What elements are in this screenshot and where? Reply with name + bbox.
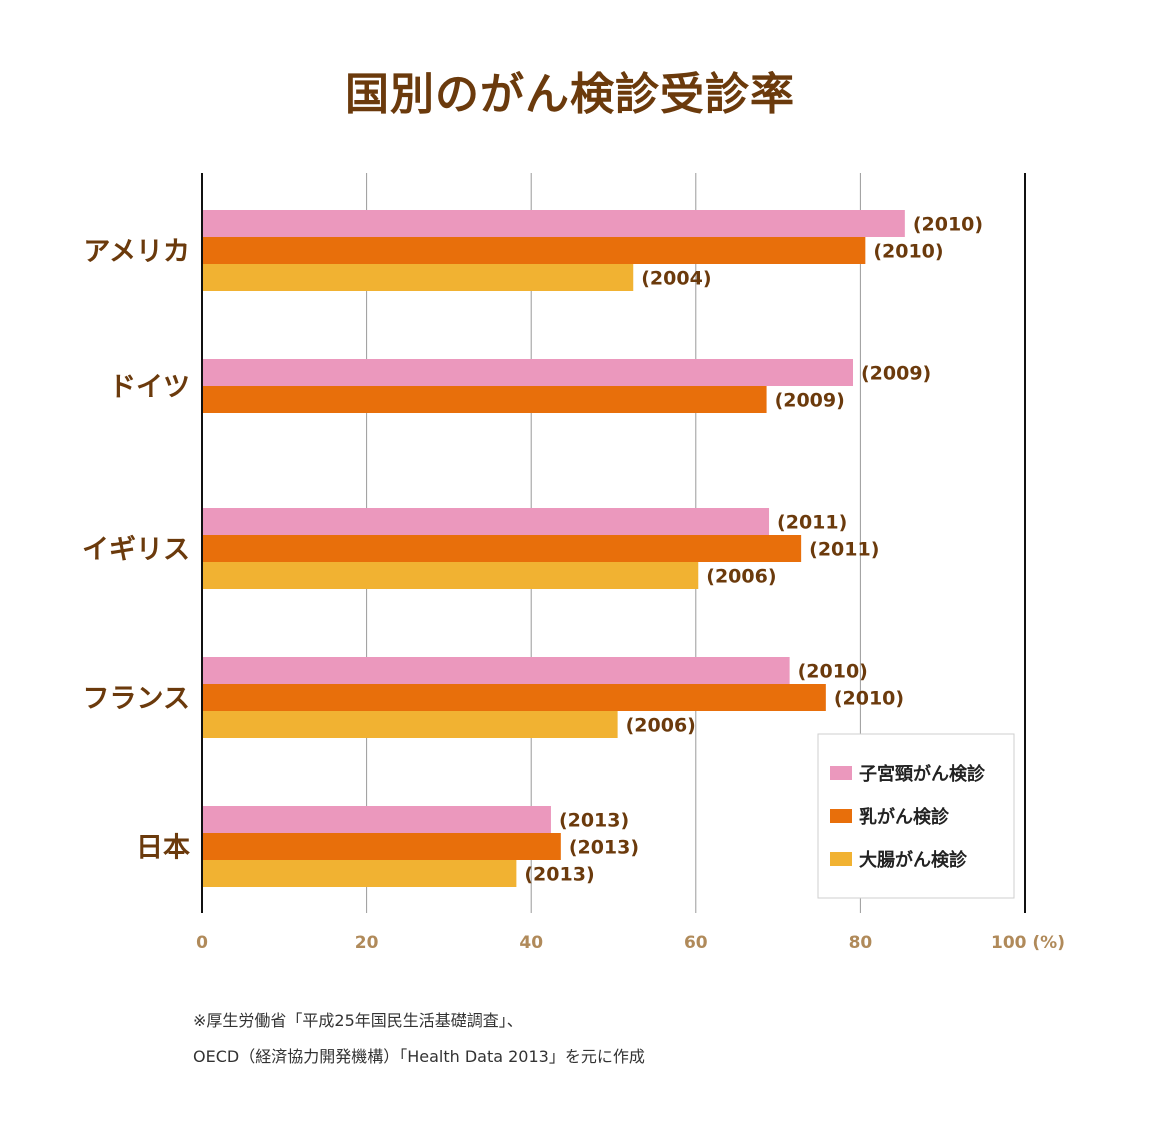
x-tick-label: 40 — [519, 933, 543, 953]
bar-3-1 — [202, 684, 826, 711]
x-tick-label: 60 — [684, 933, 708, 953]
category-label: フランス — [83, 684, 190, 715]
bar-1-1 — [202, 386, 767, 413]
bar-value-label: (2011) — [809, 539, 879, 561]
category-label: ドイツ — [109, 372, 190, 403]
x-tick-label: 0 — [196, 933, 208, 953]
bar-value-label: (2013) — [524, 864, 594, 886]
bar-4-2 — [202, 860, 517, 887]
bar-value-label: (2010) — [798, 661, 868, 683]
axes: 0 20 40 60 80 100 (%) — [196, 173, 1065, 953]
legend-label: 乳がん検診 — [859, 806, 950, 828]
legend-label: 大腸がん検診 — [859, 849, 968, 871]
x-tick-label: 20 — [355, 933, 379, 953]
bar-value-label: (2009) — [861, 363, 931, 385]
source-note-line-1: ※厚生労働省「平成25年国民生活基礎調査」、 — [193, 1011, 523, 1030]
legend-swatch — [830, 852, 852, 866]
source-note: ※厚生労働省「平成25年国民生活基礎調査」、 OECD（経済協力開発機構）「He… — [193, 1003, 645, 1075]
bar-value-label: (2011) — [777, 512, 847, 534]
bar-3-0 — [202, 657, 790, 684]
bar-2-2 — [202, 562, 699, 589]
category-label: イギリス — [82, 535, 190, 566]
bar-2-0 — [202, 508, 770, 535]
category-label: アメリカ — [83, 237, 190, 268]
bar-value-label: (2010) — [913, 214, 983, 236]
bar-4-1 — [202, 833, 561, 860]
bar-value-label: (2006) — [706, 566, 776, 588]
bar-value-label: (2013) — [569, 837, 639, 859]
bar-value-label: (2004) — [641, 268, 711, 290]
bar-value-label: (2010) — [834, 688, 904, 710]
legend-swatch — [830, 766, 852, 780]
legend-swatch — [830, 809, 852, 823]
chart-title: 国別のがん検診受診率 — [345, 69, 795, 120]
bar-0-1 — [202, 237, 866, 264]
category-label: 日本 — [136, 833, 190, 864]
bar-2-1 — [202, 535, 802, 562]
bar-0-0 — [202, 210, 905, 237]
bar-value-label: (2009) — [775, 390, 845, 412]
bar-3-2 — [202, 711, 618, 738]
bar-value-label: (2006) — [626, 715, 696, 737]
bars — [202, 210, 905, 887]
bar-4-0 — [202, 806, 551, 833]
x-tick-label: 100 (%) — [991, 933, 1065, 953]
x-tick-label: 80 — [849, 933, 873, 953]
legend-label: 子宮頸がん検診 — [859, 763, 986, 785]
source-note-line-2: OECD（経済協力開発機構）「Health Data 2013」を元に作成 — [193, 1047, 645, 1066]
bar-0-2 — [202, 264, 634, 291]
labels: (2010) (2010) (2004) アメリカ (2009) (2009) ドイツ (20… — [82, 214, 983, 886]
bar-value-label: (2013) — [559, 810, 629, 832]
bar-1-0 — [202, 359, 853, 386]
bar-value-label: (2010) — [873, 241, 943, 263]
